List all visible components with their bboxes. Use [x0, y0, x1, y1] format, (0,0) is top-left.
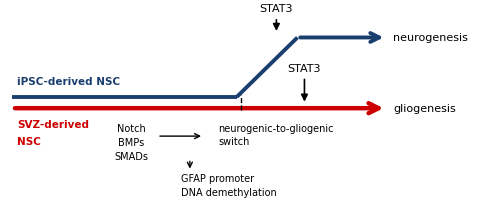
- Text: neurogenic-to-gliogenic
switch: neurogenic-to-gliogenic switch: [218, 123, 333, 147]
- Text: Notch
BMPs
SMADs: Notch BMPs SMADs: [114, 123, 148, 161]
- Text: GFAP promoter
DNA demethylation: GFAP promoter DNA demethylation: [180, 174, 276, 197]
- Text: neurogenesis: neurogenesis: [393, 33, 468, 43]
- Text: iPSC-derived NSC: iPSC-derived NSC: [17, 77, 120, 86]
- Text: STAT3: STAT3: [260, 4, 293, 14]
- Text: STAT3: STAT3: [288, 63, 321, 74]
- Text: SVZ-derived: SVZ-derived: [17, 120, 89, 130]
- Text: gliogenesis: gliogenesis: [393, 104, 456, 114]
- Text: NSC: NSC: [17, 136, 41, 146]
